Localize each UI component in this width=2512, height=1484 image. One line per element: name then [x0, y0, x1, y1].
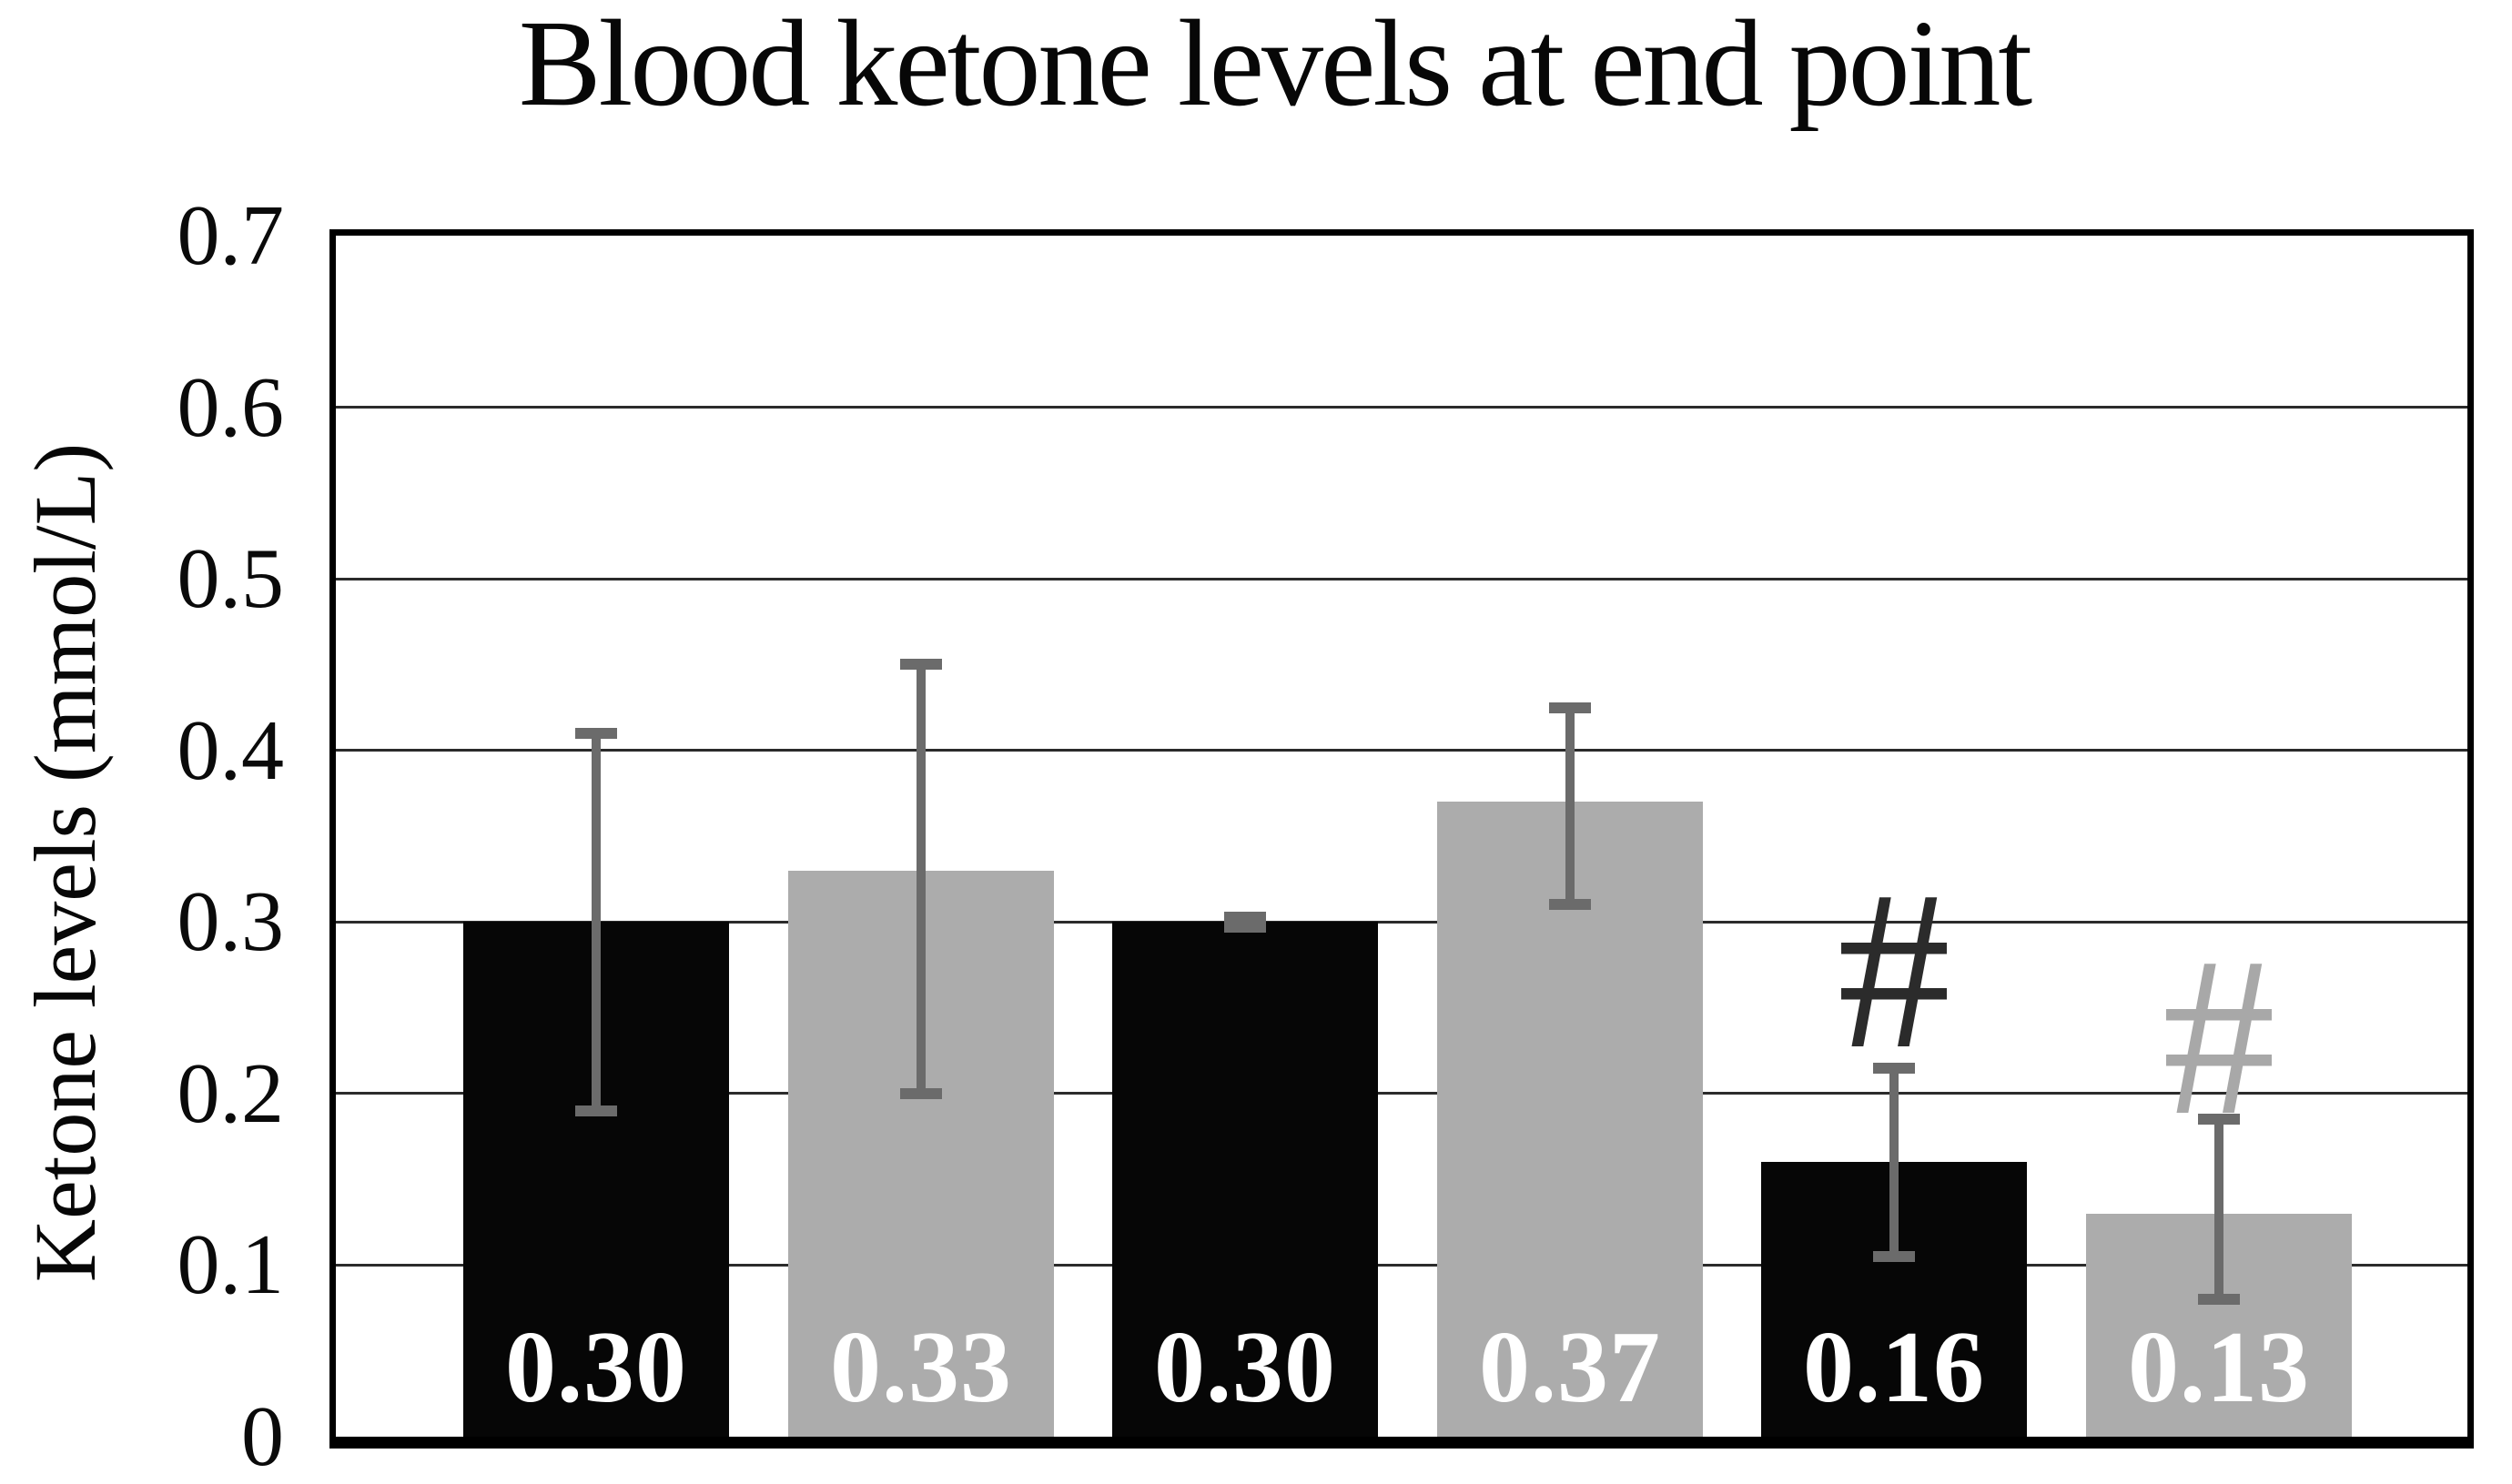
- error-bar-whisker: [1565, 707, 1575, 905]
- error-bar-cap-top: [1224, 911, 1266, 923]
- y-tick-label: 0.7: [177, 188, 285, 283]
- gridline: [336, 1092, 2467, 1095]
- bar-value-label: 0.16: [1803, 1311, 1985, 1424]
- gridline: [336, 1263, 2467, 1267]
- gridline: [336, 920, 2467, 924]
- y-tick-label: 0.3: [177, 874, 285, 970]
- y-tick-label: 0.2: [177, 1045, 285, 1141]
- error-bar-cap-top: [2198, 1114, 2240, 1126]
- bar: [1112, 922, 1378, 1437]
- bar-value-label: 0.30: [505, 1311, 687, 1424]
- error-bar-whisker: [592, 732, 601, 1111]
- significance-marker: #: [2162, 910, 2276, 1163]
- gridline: [336, 406, 2467, 409]
- plot-inner: 0.30 0.33 0.30 0.37 0.16 #0.13 #: [336, 236, 2467, 1437]
- error-bar-cap-top: [900, 659, 942, 671]
- gridline: [336, 577, 2467, 580]
- error-bar-cap-top: [575, 727, 617, 739]
- error-bar-cap-top: [1873, 1062, 1915, 1074]
- significance-marker: #: [1837, 844, 1951, 1097]
- error-bar-cap-top: [1549, 702, 1591, 713]
- y-tick-label: 0.1: [177, 1217, 285, 1313]
- bar-value-label: 0.13: [2128, 1311, 2310, 1424]
- bar-value-label: 0.37: [1479, 1311, 1661, 1424]
- error-bar-cap-bottom: [1873, 1251, 1915, 1262]
- error-bar-cap-bottom: [900, 1087, 942, 1099]
- chart-title: Blood ketone levels at end point: [518, 0, 2032, 132]
- error-bar-cap-bottom: [1224, 921, 1266, 933]
- y-tick-label: 0.4: [177, 702, 285, 798]
- plot-area: 0.30 0.33 0.30 0.37 0.16 #0.13 #: [329, 229, 2474, 1449]
- bar-value-label: 0.33: [830, 1311, 1012, 1424]
- y-tick-label: 0.6: [177, 359, 285, 455]
- gridline: [336, 749, 2467, 752]
- error-bar-cap-bottom: [2198, 1294, 2240, 1306]
- error-bar-cap-bottom: [1549, 899, 1591, 911]
- error-bar-whisker: [2214, 1119, 2223, 1300]
- error-bar-cap-bottom: [575, 1105, 617, 1116]
- y-tick-label: 0.5: [177, 531, 285, 627]
- error-bar-whisker: [1889, 1067, 1899, 1257]
- error-bar-whisker: [917, 664, 926, 1094]
- y-tick-label: 0: [241, 1389, 284, 1484]
- bar-value-label: 0.30: [1154, 1311, 1336, 1424]
